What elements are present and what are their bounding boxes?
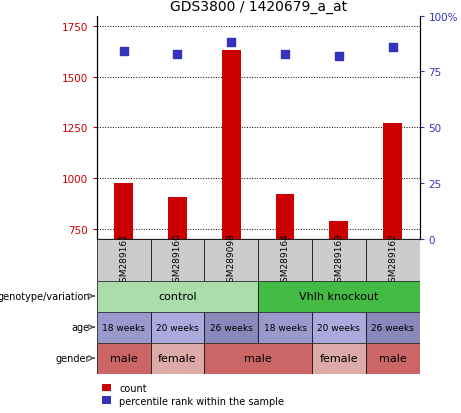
Text: 26 weeks: 26 weeks (371, 323, 414, 332)
Text: GSM289161: GSM289161 (119, 233, 128, 287)
Text: GSM289098: GSM289098 (227, 233, 236, 287)
Bar (276, 195, 295, 240)
Text: age: age (71, 322, 90, 332)
Bar (366, 312, 420, 343)
Text: gender: gender (55, 353, 90, 363)
Bar (258, 312, 312, 343)
Text: male: male (379, 353, 407, 363)
Bar (151, 312, 204, 343)
Point (174, 51, 181, 58)
Bar (204, 240, 258, 281)
Point (120, 49, 127, 55)
Bar (383, 124, 402, 240)
Text: male: male (244, 353, 272, 363)
Text: 18 weeks: 18 weeks (264, 323, 307, 332)
Text: 20 weeks: 20 weeks (318, 323, 360, 332)
Point (335, 53, 343, 60)
Bar (151, 343, 204, 374)
Bar (222, 51, 241, 240)
Bar (366, 343, 420, 374)
Bar (312, 312, 366, 343)
Point (281, 51, 289, 58)
Legend: count, percentile rank within the sample: count, percentile rank within the sample (102, 383, 284, 406)
Text: GSM289163: GSM289163 (334, 233, 343, 287)
Bar (258, 281, 420, 312)
Text: 26 weeks: 26 weeks (210, 323, 253, 332)
Bar (97, 281, 258, 312)
Bar (366, 240, 420, 281)
Text: 18 weeks: 18 weeks (102, 323, 145, 332)
Text: female: female (319, 353, 358, 363)
Bar (312, 240, 366, 281)
Bar (151, 240, 204, 281)
Text: male: male (110, 353, 137, 363)
Bar (330, 221, 348, 240)
Bar (204, 343, 312, 374)
Bar (312, 343, 366, 374)
Text: 20 weeks: 20 weeks (156, 323, 199, 332)
Point (389, 45, 396, 51)
Bar (97, 312, 151, 343)
Text: GSM289164: GSM289164 (281, 233, 290, 287)
Bar (97, 343, 151, 374)
Bar (168, 198, 187, 240)
Bar (258, 240, 312, 281)
Text: control: control (158, 291, 197, 301)
Text: Vhlh knockout: Vhlh knockout (299, 291, 378, 301)
Text: genotype/variation: genotype/variation (0, 291, 90, 301)
Bar (114, 184, 133, 240)
Text: GSM289162: GSM289162 (388, 233, 397, 287)
Bar (97, 240, 151, 281)
Text: GSM289160: GSM289160 (173, 233, 182, 287)
Bar (204, 312, 258, 343)
Title: GDS3800 / 1420679_a_at: GDS3800 / 1420679_a_at (170, 0, 347, 14)
Text: female: female (158, 353, 197, 363)
Point (228, 40, 235, 47)
